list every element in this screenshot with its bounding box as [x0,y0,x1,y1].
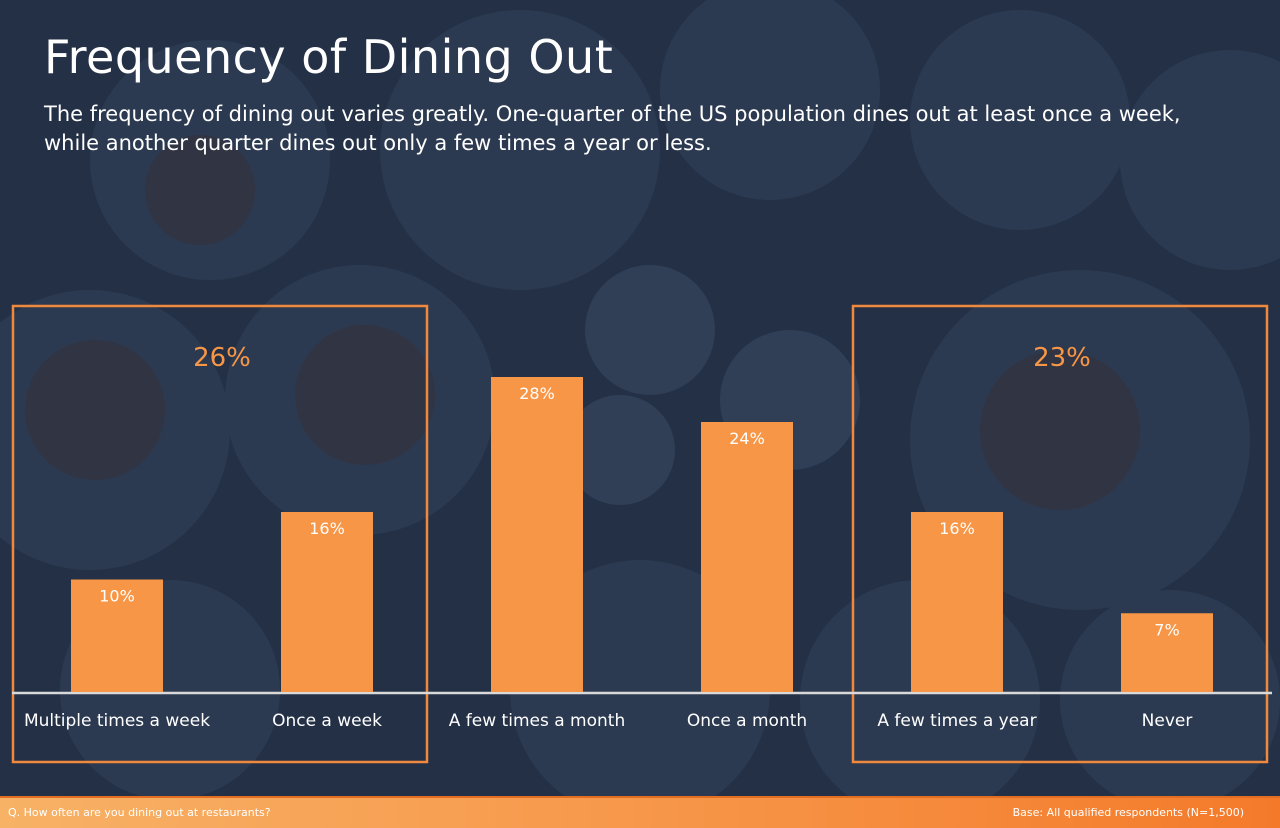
bar-3 [701,422,793,692]
group-total-label-1: 23% [1033,343,1091,373]
data-label-1: 16% [309,519,345,538]
group-box-0 [11,304,429,764]
page-subtitle: The frequency of dining out varies great… [44,102,1181,155]
bar-1 [281,512,373,692]
category-label-3: Once a month [687,711,807,731]
data-label-2: 28% [519,384,555,403]
category-label-1: Once a week [272,711,382,731]
category-label-2: A few times a month [449,711,625,731]
base-note: Base: All qualified respondents (N=1,500… [1012,806,1244,819]
data-label-0: 10% [99,587,135,606]
data-label-4: 16% [939,519,975,538]
data-label-3: 24% [729,429,765,448]
group-total-label-0: 26% [193,343,251,373]
bar-0 [71,579,163,692]
category-label-5: Never [1142,711,1193,731]
bar-4 [911,512,1003,692]
group-box-1 [851,304,1269,764]
data-label-5: 7% [1154,620,1179,639]
category-label-0: Multiple times a week [24,711,210,731]
bar-5 [1121,613,1213,692]
survey-question: Q. How often are you dining out at resta… [8,806,271,819]
bar-2 [491,377,583,692]
footer-bar: Q. How often are you dining out at resta… [0,796,1280,828]
bar-chart: 26% 23% 10% Multiple times a week 16% Once a… [11,304,1272,764]
category-label-4: A few times a year [877,711,1036,731]
page-title: Frequency of Dining Out [44,30,614,84]
